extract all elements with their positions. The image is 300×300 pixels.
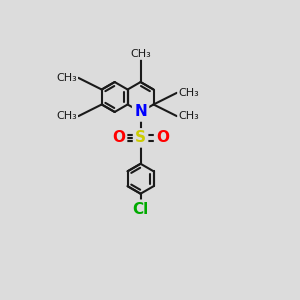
Text: CH₃: CH₃ (56, 73, 77, 83)
Text: O: O (112, 130, 125, 146)
Text: O: O (156, 130, 169, 146)
Text: S: S (135, 130, 146, 146)
Text: CH₃: CH₃ (178, 111, 199, 121)
Text: Cl: Cl (133, 202, 149, 217)
Text: CH₃: CH₃ (56, 111, 77, 121)
Text: CH₃: CH₃ (178, 88, 199, 98)
Text: CH₃: CH₃ (130, 49, 151, 59)
Text: N: N (134, 104, 147, 119)
